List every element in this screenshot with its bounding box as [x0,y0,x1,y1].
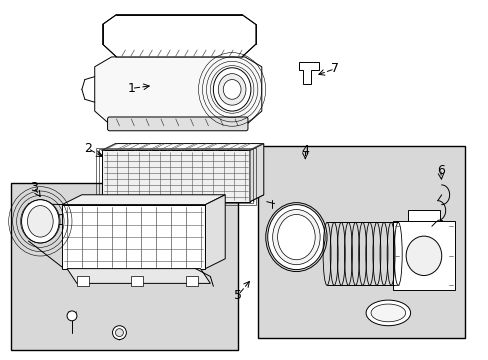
Polygon shape [77,276,89,286]
Circle shape [115,329,123,337]
Ellipse shape [366,300,410,326]
Text: 4: 4 [301,144,308,157]
Ellipse shape [27,206,53,237]
Polygon shape [67,269,210,283]
FancyBboxPatch shape [257,145,465,338]
Polygon shape [102,195,263,202]
Polygon shape [62,204,205,269]
Polygon shape [407,210,439,221]
Ellipse shape [213,68,250,111]
Polygon shape [205,195,225,269]
Ellipse shape [370,304,405,322]
Ellipse shape [21,200,59,243]
FancyBboxPatch shape [11,183,238,350]
Text: 2: 2 [83,142,92,155]
Ellipse shape [267,204,325,270]
Polygon shape [102,15,255,57]
Polygon shape [392,221,454,290]
Polygon shape [62,195,225,204]
Polygon shape [102,144,263,150]
Polygon shape [102,150,249,202]
Ellipse shape [406,236,441,275]
Text: 5: 5 [234,289,242,302]
Text: 1: 1 [127,82,135,95]
FancyBboxPatch shape [107,117,247,131]
Text: 3: 3 [30,181,38,194]
Ellipse shape [218,74,245,105]
Circle shape [112,326,126,339]
Polygon shape [131,276,143,286]
Ellipse shape [272,210,320,265]
Ellipse shape [223,80,241,99]
Circle shape [67,311,77,321]
Text: 7: 7 [330,62,338,75]
Polygon shape [299,62,319,84]
Ellipse shape [277,215,315,260]
Polygon shape [185,276,197,286]
Text: 6: 6 [436,164,444,177]
Polygon shape [249,144,263,202]
Polygon shape [95,57,261,126]
